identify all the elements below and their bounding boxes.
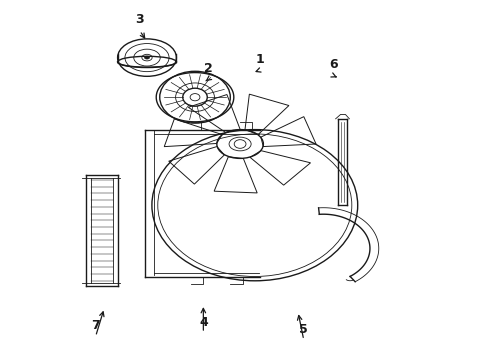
Text: 5: 5: [299, 323, 308, 336]
Text: 1: 1: [255, 53, 264, 66]
Text: 6: 6: [329, 58, 338, 71]
Text: 3: 3: [135, 13, 144, 26]
Text: 7: 7: [91, 319, 100, 332]
Ellipse shape: [145, 56, 149, 59]
Text: 4: 4: [199, 316, 208, 329]
Text: 2: 2: [204, 62, 213, 75]
